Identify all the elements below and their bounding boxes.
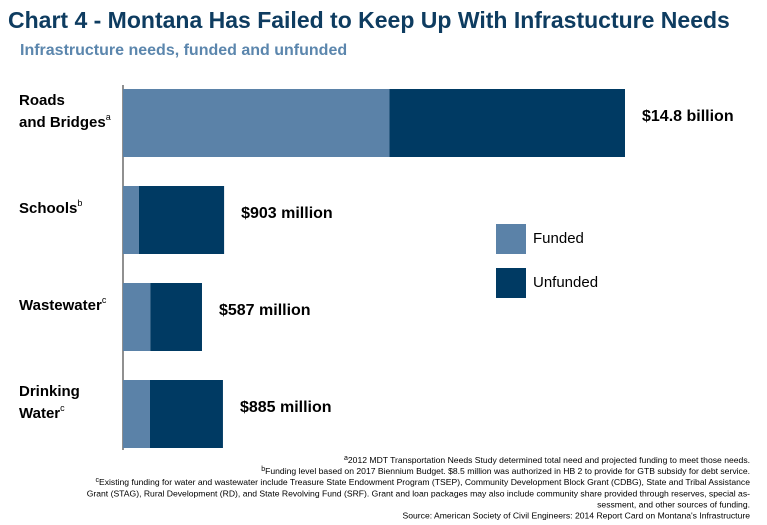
bar-segment — [123, 283, 151, 351]
legend-swatch — [496, 224, 526, 254]
category-label: Wastewaterc — [19, 295, 107, 314]
category-note: c — [60, 403, 65, 413]
footnote-mark: a — [344, 455, 348, 462]
category-note: a — [106, 112, 111, 122]
source: Source: American Society of Civil Engine… — [403, 510, 751, 520]
category-label: Drinking Waterc — [19, 383, 80, 422]
chart-title: Chart 4 - Montana Has Failed to Keep Up … — [8, 7, 730, 33]
footnote: Grant (STAG), Rural Development (RD), an… — [87, 488, 750, 498]
legend-swatch — [496, 268, 526, 298]
category-label: Schoolsb — [19, 198, 82, 217]
value-label: $14.8 billion — [642, 108, 734, 125]
chart-subtitle: Infrastructure needs, funded and unfunde… — [20, 42, 347, 59]
bar-segment — [150, 283, 202, 351]
footnote-mark: b — [261, 466, 265, 473]
value-label: $903 million — [241, 205, 333, 222]
footnote: a2012 MDT Transportation Needs Study det… — [344, 455, 750, 465]
footnote: sessment, and other sources of funding. — [597, 499, 750, 509]
bar-segment — [389, 89, 625, 157]
category-label: Roads and Bridgesa — [19, 92, 111, 131]
legend-label: Unfunded — [533, 274, 598, 291]
bar-segment — [123, 186, 139, 254]
legend-label: Funded — [533, 230, 584, 247]
footnote: bFunding level based on 2017 Biennium Bu… — [261, 466, 750, 476]
category-note: b — [77, 198, 82, 208]
footnote: cExisting funding for water and wastewat… — [95, 477, 750, 487]
bar-segment — [123, 89, 390, 157]
value-label: $587 million — [219, 302, 311, 319]
value-label: $885 million — [240, 399, 332, 416]
bar-segment — [149, 380, 223, 448]
bar-segment — [123, 380, 150, 448]
category-note: c — [102, 295, 107, 305]
bar-segment — [138, 186, 225, 254]
footnote-mark: c — [95, 477, 99, 484]
